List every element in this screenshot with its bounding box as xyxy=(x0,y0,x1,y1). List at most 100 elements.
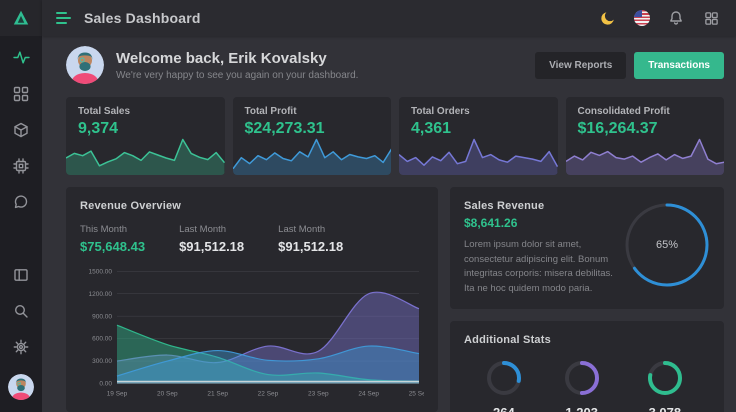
sidebar-item-products[interactable] xyxy=(13,121,30,138)
svg-text:1200.00: 1200.00 xyxy=(89,291,113,298)
sidebar-item-search[interactable] xyxy=(13,302,30,319)
stat-value: 1,203 xyxy=(565,405,598,412)
stat-label: This Month xyxy=(80,224,127,235)
apps-grid-icon xyxy=(704,11,718,25)
user-avatar-icon xyxy=(8,374,34,400)
svg-text:900.00: 900.00 xyxy=(92,314,112,321)
dark-mode-toggle[interactable] xyxy=(599,9,617,27)
sales-revenue-panel: Sales Revenue $8,641.26 Lorem ipsum dolo… xyxy=(450,187,724,309)
transactions-button[interactable]: Transactions xyxy=(634,51,724,79)
stat-new-deals: 264 New Deals xyxy=(481,359,527,412)
activity-icon xyxy=(12,51,30,64)
svg-text:21 Sep: 21 Sep xyxy=(207,391,228,398)
stat-value: 264 xyxy=(493,405,515,412)
apps-launcher-button[interactable] xyxy=(702,9,720,27)
app-logo[interactable] xyxy=(0,0,42,36)
stat-closed-deals: 3,078 Closed Deals xyxy=(637,359,694,412)
chat-bubble-icon xyxy=(14,194,28,208)
revenue-stat-last-month-2: Last Month $91,512.18 xyxy=(278,224,343,254)
right-column: Sales Revenue $8,641.26 Lorem ipsum dolo… xyxy=(450,187,724,412)
apps-grid-icon xyxy=(13,86,29,101)
sidebar-nav-top xyxy=(12,36,30,210)
stat-label: Consolidated Profit xyxy=(577,106,670,117)
stat-label: Last Month xyxy=(278,224,326,235)
svg-text:22 Sep: 22 Sep xyxy=(258,391,279,398)
panels-row: Revenue Overview This Month $75,648.43 L… xyxy=(66,187,724,412)
search-icon xyxy=(14,304,28,318)
revenue-stat-last-month-1: Last Month $91,512.18 xyxy=(179,224,244,254)
stat-value: $91,512.18 xyxy=(179,239,245,254)
moon-icon xyxy=(601,12,614,25)
user-avatar-icon xyxy=(66,46,104,84)
stat-card-total-sales: Total Sales 9,374 xyxy=(66,97,225,175)
donut-gauge-chart xyxy=(625,203,709,287)
svg-text:0.00: 0.00 xyxy=(99,381,112,388)
sidebar-item-dashboard[interactable] xyxy=(13,85,30,102)
proposals-ring-chart xyxy=(564,361,599,395)
svg-text:20 Sep: 20 Sep xyxy=(157,391,178,398)
revenue-area-chart: 0.00 300.00 600.00 900.00 1200.00 1500.00 19 S… xyxy=(89,269,424,398)
panel-title: Sales Revenue xyxy=(464,200,545,212)
stat-card-total-orders: Total Orders 4,361 xyxy=(399,97,558,175)
sidebar-item-system[interactable] xyxy=(13,157,30,174)
sales-revenue-description: Lorem ipsum dolor sit amet, consectetur … xyxy=(464,239,613,295)
sidebar-nav-bottom xyxy=(13,266,30,355)
sales-revenue-gauge: 65% xyxy=(624,202,710,288)
new-deals-ring-chart xyxy=(486,361,521,395)
revenue-stat-this-month: This Month $75,648.43 xyxy=(80,224,145,254)
page-title: Sales Dashboard xyxy=(84,10,201,26)
revenue-stats: This Month $75,648.43 Last Month $91,512… xyxy=(80,224,424,254)
sidebar xyxy=(0,0,42,412)
stat-label: Total Orders xyxy=(411,106,470,117)
panel-title: Revenue Overview xyxy=(80,200,182,212)
consolidated-profit-sparkline xyxy=(565,138,724,175)
svg-text:23 Sep: 23 Sep xyxy=(308,391,329,398)
user-avatar[interactable] xyxy=(66,46,104,84)
layout-panel-icon xyxy=(14,268,28,281)
stat-cards-row: Total Sales 9,374 Total Profit $24,273.3… xyxy=(66,97,724,175)
view-reports-button[interactable]: View Reports xyxy=(535,51,627,79)
sidebar-item-layout[interactable] xyxy=(13,266,30,283)
svg-text:1500.00: 1500.00 xyxy=(89,269,113,276)
triangle-logo-icon xyxy=(13,10,29,25)
stat-value: $16,264.37 xyxy=(577,120,658,137)
package-icon xyxy=(14,122,28,137)
sales-revenue-value: $8,641.26 xyxy=(464,216,518,230)
notifications-button[interactable] xyxy=(667,9,685,27)
stat-label: Total Profit xyxy=(244,106,297,117)
closed-deals-ring-chart xyxy=(647,361,682,395)
sidebar-item-messages[interactable] xyxy=(13,193,30,210)
svg-text:25 Sep: 25 Sep xyxy=(409,391,424,398)
panel-title: Additional Stats xyxy=(464,334,551,346)
stat-value: 4,361 xyxy=(411,120,452,137)
svg-text:19 Sep: 19 Sep xyxy=(107,391,128,398)
topbar: Sales Dashboard xyxy=(42,0,736,36)
stat-value: 9,374 xyxy=(78,120,119,137)
main-column: Sales Dashboard xyxy=(42,0,736,412)
svg-text:300.00: 300.00 xyxy=(92,358,112,365)
stat-value: $91,512.18 xyxy=(278,239,344,254)
svg-text:600.00: 600.00 xyxy=(92,336,112,343)
stat-value: 3,078 xyxy=(649,405,682,412)
welcome-actions: View Reports Transactions xyxy=(535,51,724,79)
stat-card-total-profit: Total Profit $24,273.31 xyxy=(232,97,391,175)
stat-proposals: 1,203 Proposals xyxy=(561,359,603,412)
stat-label: Total Sales xyxy=(78,106,131,117)
gear-icon xyxy=(13,339,29,354)
topbar-actions xyxy=(599,9,720,27)
sidebar-item-activity[interactable] xyxy=(12,49,30,66)
cpu-icon xyxy=(13,157,29,174)
sidebar-item-settings[interactable] xyxy=(13,338,30,355)
total-sales-sparkline xyxy=(66,138,225,175)
stat-value: $75,648.43 xyxy=(80,239,146,254)
svg-text:24 Sep: 24 Sep xyxy=(358,391,379,398)
hamburger-menu-icon[interactable] xyxy=(56,12,71,24)
content-area: Welcome back, Erik Kovalsky We're very h… xyxy=(42,36,736,412)
additional-stats-panel: Additional Stats 264 New Deals 1,203 Pro… xyxy=(450,321,724,412)
us-flag-icon[interactable] xyxy=(634,10,650,26)
gauge-percent-label: 65% xyxy=(655,239,679,251)
rings-row: 264 New Deals 1,203 Proposals 3,078 Clos… xyxy=(464,359,710,412)
total-profit-sparkline xyxy=(232,138,391,175)
sidebar-user-avatar[interactable] xyxy=(8,374,34,400)
stat-card-consolidated-profit: Consolidated Profit $16,264.37 xyxy=(565,97,724,175)
